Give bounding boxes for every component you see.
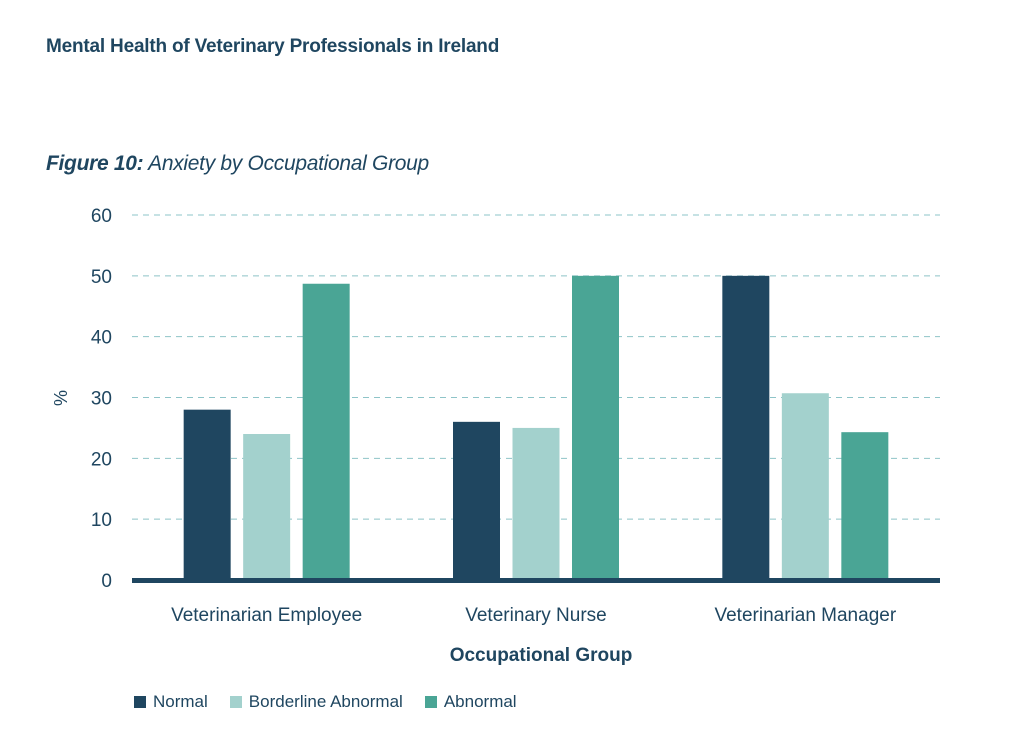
y-tick-label: 60	[91, 206, 112, 227]
legend-item: Abnormal	[424, 692, 517, 712]
figure-label: Figure 10:	[46, 152, 144, 175]
legend-swatch	[229, 696, 242, 708]
y-tick-label: 40	[91, 328, 112, 349]
bar	[183, 409, 231, 580]
y-tick-label: 0	[101, 571, 112, 592]
x-tick-label: Veterinarian Employee	[171, 605, 362, 626]
legend-swatch	[134, 696, 146, 708]
bar	[841, 432, 889, 580]
legend-label: Borderline Abnormal	[248, 692, 403, 711]
legend-label: Normal	[153, 692, 208, 711]
y-axis-title: %	[51, 390, 71, 406]
bar	[302, 283, 350, 580]
y-tick-label: 50	[91, 267, 112, 288]
x-axis-line	[132, 578, 940, 583]
legend-item: Normal	[134, 692, 208, 712]
x-tick-label: Veterinary Nurse	[465, 605, 607, 626]
bar	[243, 434, 291, 580]
legend-label: Abnormal	[443, 692, 517, 711]
y-tick-label: 10	[91, 510, 112, 531]
bar	[722, 275, 770, 580]
bar	[781, 393, 829, 580]
bar	[512, 427, 560, 580]
y-tick-label: 20	[91, 449, 112, 470]
bar	[572, 275, 619, 580]
x-axis-title: Occupational Group	[450, 645, 633, 666]
page-title: Mental Health of Veterinary Professional…	[46, 36, 500, 57]
legend-swatch	[424, 696, 437, 708]
bar-chart: 0 10 20 30 40 50 60 Veterinarian Employee Veteri…	[51, 206, 940, 666]
legend-item: Borderline Abnormal	[229, 692, 403, 712]
chart-legend: Normal Borderline Abnormal Abnormal	[134, 692, 539, 712]
figure-caption-text: Anxiety by Occupational Group	[148, 152, 429, 175]
x-tick-label: Veterinarian Manager	[714, 605, 896, 626]
figure-caption: Figure 10: Anxiety by Occupational Group	[46, 152, 429, 176]
y-tick-label: 30	[91, 389, 112, 410]
bar	[453, 421, 500, 580]
